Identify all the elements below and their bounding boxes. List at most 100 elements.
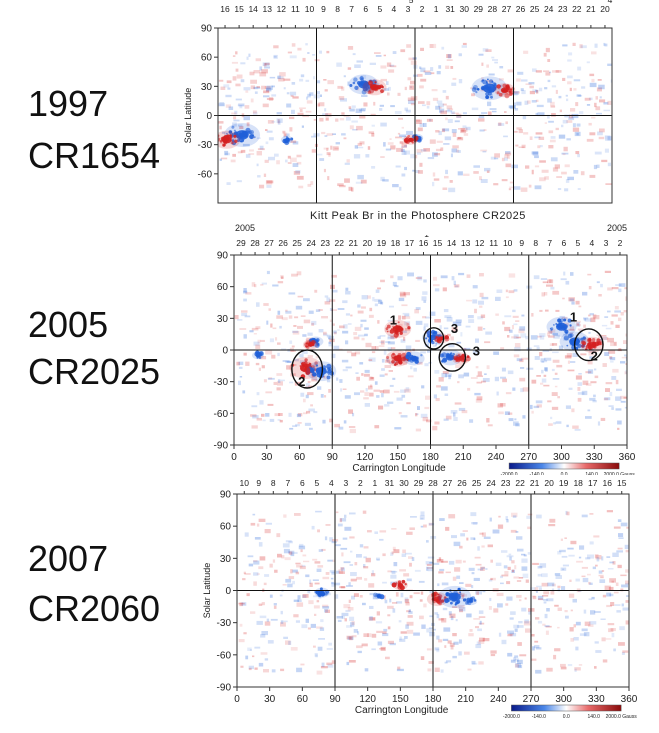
field-speckle	[516, 594, 522, 598]
field-speckle	[421, 624, 426, 629]
field-speckle	[295, 423, 300, 427]
field-speckle	[585, 383, 592, 386]
field-speckle	[253, 111, 258, 115]
top-day-label: 17	[405, 238, 415, 248]
field-speckle	[565, 510, 568, 515]
field-speckle	[618, 317, 622, 322]
field-speckle	[557, 607, 562, 611]
field-speckle	[589, 541, 594, 545]
field-speckle	[335, 511, 339, 514]
field-speckle	[390, 65, 397, 68]
field-speckle	[348, 426, 356, 428]
active-region-pixel	[563, 318, 567, 322]
field-speckle	[447, 108, 450, 111]
field-speckle	[596, 164, 600, 168]
field-speckle	[534, 645, 540, 649]
field-speckle	[326, 297, 331, 302]
field-speckle	[290, 349, 296, 352]
field-speckle	[547, 79, 551, 83]
field-speckle	[238, 124, 243, 127]
field-speckle	[471, 93, 475, 97]
field-speckle	[589, 82, 597, 88]
field-speckle	[250, 85, 255, 90]
field-speckle	[305, 618, 309, 623]
field-speckle	[279, 594, 283, 597]
field-speckle	[566, 511, 570, 516]
field-layer	[218, 42, 612, 193]
field-speckle	[513, 576, 520, 579]
field-speckle	[353, 629, 358, 633]
field-speckle	[541, 573, 548, 578]
field-speckle	[567, 547, 574, 550]
field-speckle	[456, 575, 461, 579]
field-speckle	[387, 401, 394, 404]
field-speckle	[609, 391, 613, 397]
field-speckle	[405, 109, 411, 113]
field-speckle	[547, 98, 552, 103]
field-speckle	[354, 145, 358, 149]
field-speckle	[537, 620, 543, 624]
field-speckle	[478, 610, 484, 614]
field-speckle	[263, 582, 267, 586]
field-speckle	[423, 326, 426, 331]
field-speckle	[325, 572, 330, 575]
field-speckle	[271, 354, 276, 359]
field-speckle	[481, 62, 484, 66]
field-speckle	[521, 79, 528, 82]
field-speckle	[357, 310, 364, 314]
field-speckle	[290, 140, 297, 143]
field-speckle	[341, 359, 349, 363]
field-speckle	[607, 162, 611, 167]
field-speckle	[385, 656, 390, 660]
field-speckle	[371, 346, 376, 350]
field-speckle	[589, 313, 594, 316]
field-speckle	[331, 309, 337, 311]
field-speckle	[343, 75, 346, 78]
field-speckle	[598, 84, 605, 90]
field-speckle	[234, 110, 238, 115]
field-speckle	[338, 96, 345, 100]
field-speckle	[430, 67, 434, 72]
field-speckle	[387, 626, 391, 630]
field-speckle	[505, 151, 511, 154]
field-speckle	[575, 621, 581, 626]
field-speckle	[521, 144, 526, 149]
field-speckle	[476, 641, 481, 645]
field-speckle	[253, 572, 259, 576]
field-speckle	[353, 154, 361, 159]
field-speckle	[326, 50, 330, 54]
panel2-year-left: 2005	[235, 223, 256, 233]
field-speckle	[343, 420, 347, 424]
field-speckle	[339, 586, 346, 589]
field-speckle	[490, 578, 493, 580]
field-speckle	[442, 287, 447, 292]
field-speckle	[551, 343, 558, 346]
top-day-label: 31	[385, 478, 395, 488]
field-speckle	[417, 276, 423, 281]
field-speckle	[331, 541, 337, 544]
active-region-pixel	[445, 335, 448, 338]
field-speckle	[292, 331, 300, 335]
top-day-label: 6	[561, 238, 566, 248]
top-day-label: 7	[285, 478, 290, 488]
field-speckle	[507, 69, 513, 73]
y-tick-label: 0	[225, 586, 231, 597]
field-speckle	[514, 628, 518, 632]
field-speckle	[379, 108, 383, 111]
field-speckle	[218, 79, 224, 82]
field-speckle	[625, 296, 627, 301]
field-speckle	[428, 661, 434, 664]
field-speckle	[563, 333, 566, 336]
field-speckle	[473, 618, 481, 620]
field-speckle	[257, 339, 261, 344]
field-speckle	[231, 112, 237, 115]
field-speckle	[380, 176, 385, 181]
field-speckle	[318, 309, 323, 311]
field-speckle	[415, 413, 418, 417]
field-speckle	[514, 108, 519, 111]
field-speckle	[311, 322, 315, 326]
field-speckle	[353, 336, 360, 340]
field-speckle	[531, 100, 537, 103]
field-speckle	[347, 81, 350, 86]
field-speckle	[601, 337, 609, 340]
